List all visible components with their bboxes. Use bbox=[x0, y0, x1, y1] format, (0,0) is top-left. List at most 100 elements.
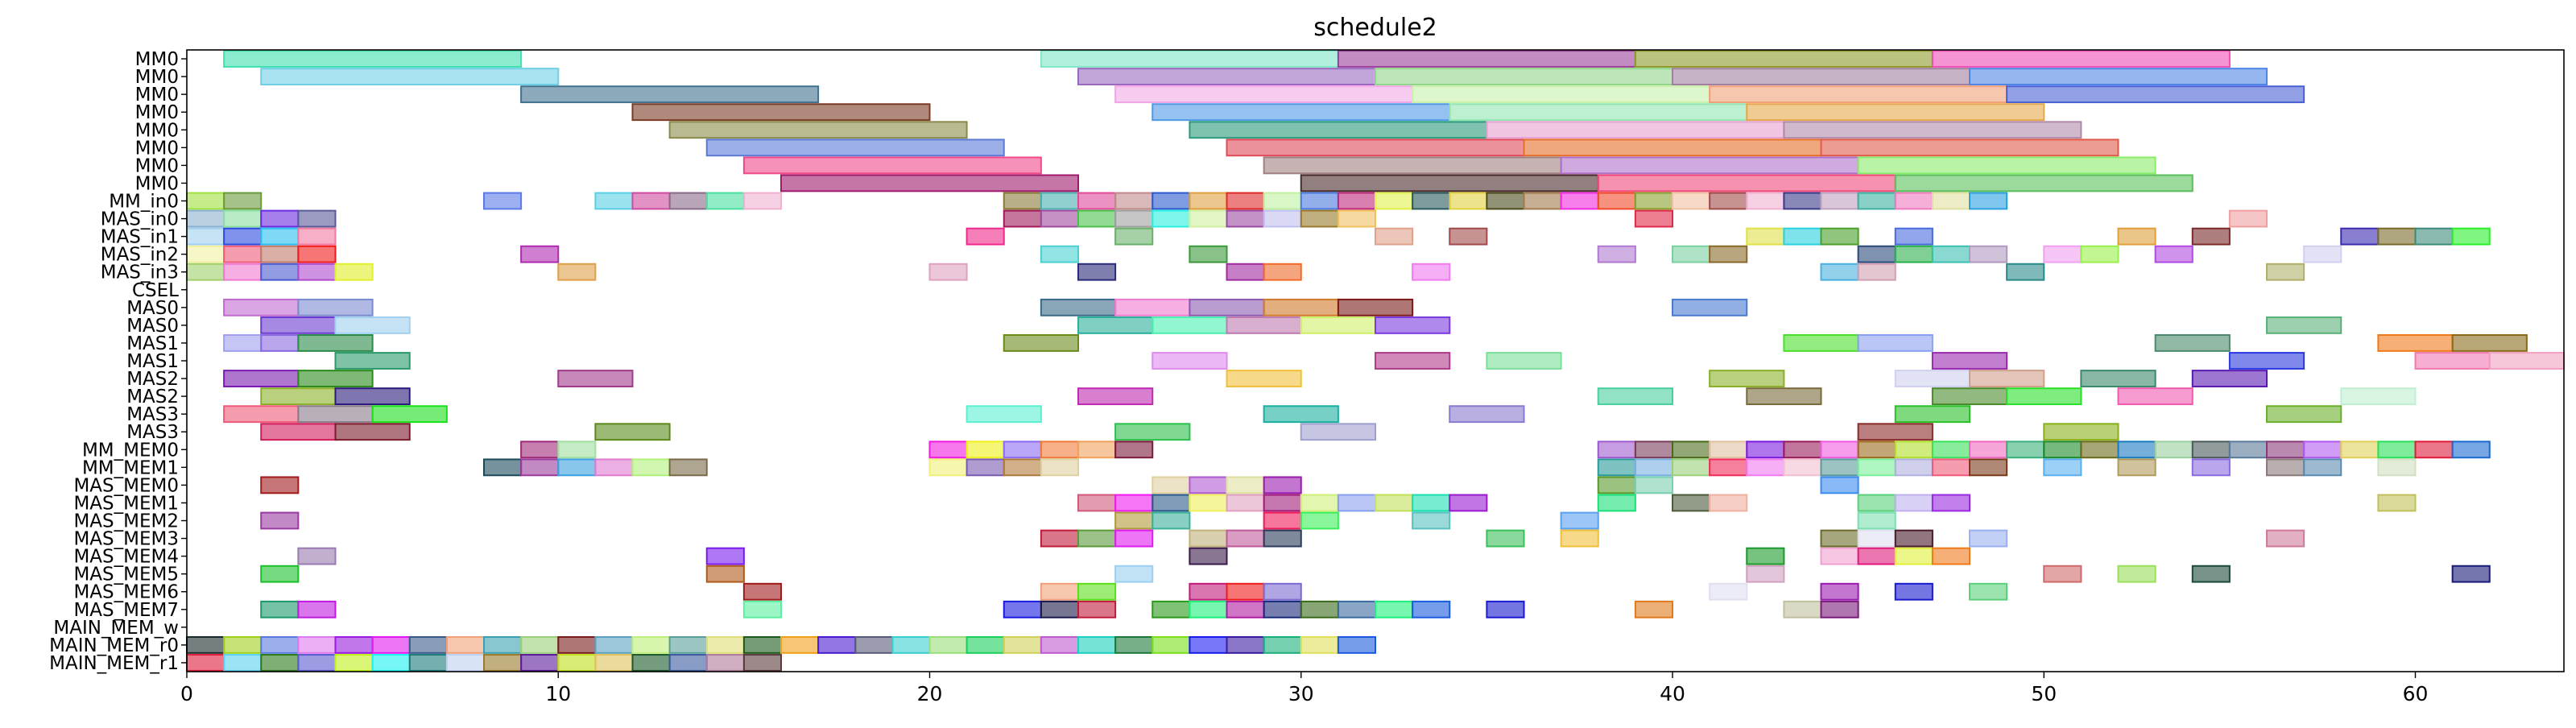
task-bar-72 bbox=[260, 209, 300, 228]
task-bar-312 bbox=[1746, 547, 1785, 565]
task-bar-264 bbox=[1189, 476, 1228, 494]
task-bar-219 bbox=[1894, 441, 1933, 459]
task-bar-210 bbox=[1114, 441, 1154, 459]
task-bar-283 bbox=[1709, 494, 1748, 512]
task-bar-76 bbox=[1077, 209, 1117, 228]
task-bar-125 bbox=[297, 263, 337, 281]
task-bar-118 bbox=[2043, 245, 2082, 263]
task-bar-267 bbox=[1597, 476, 1636, 494]
task-bar-362 bbox=[520, 635, 560, 654]
y-tick-label: MAS_MEM2 bbox=[73, 511, 179, 532]
task-bar-201 bbox=[1857, 423, 1933, 441]
task-bar-97 bbox=[1894, 227, 1933, 246]
task-bar-159 bbox=[2154, 334, 2231, 352]
y-tick-label: MM0 bbox=[135, 155, 179, 176]
task-bar-239 bbox=[631, 458, 671, 477]
task-bar-77 bbox=[1114, 209, 1154, 228]
task-bar-103 bbox=[2451, 227, 2491, 246]
task-bar-383 bbox=[1300, 635, 1339, 654]
task-bar-257 bbox=[2117, 458, 2156, 477]
task-bar-153 bbox=[223, 334, 263, 352]
task-bar-207 bbox=[1003, 441, 1042, 459]
task-bar-374 bbox=[965, 635, 1005, 654]
y-tick-label: MM_MEM1 bbox=[82, 457, 179, 478]
task-bar-135 bbox=[2006, 263, 2045, 281]
task-bar-1 bbox=[1040, 50, 1339, 68]
task-bar-89 bbox=[297, 227, 337, 246]
task-bar-335 bbox=[260, 600, 300, 618]
task-bar-28 bbox=[1263, 156, 1562, 175]
task-bar-265 bbox=[1226, 476, 1265, 494]
task-bar-392 bbox=[445, 654, 485, 672]
task-bar-297 bbox=[1077, 529, 1117, 548]
task-bar-157 bbox=[1783, 334, 1859, 352]
task-bar-230 bbox=[2303, 441, 2342, 459]
task-bar-381 bbox=[1226, 635, 1265, 654]
task-bar-134 bbox=[1857, 263, 1896, 281]
x-tick-label: 60 bbox=[2403, 682, 2429, 705]
task-bar-266 bbox=[1263, 476, 1302, 494]
task-bar-91 bbox=[1114, 227, 1154, 246]
task-bar-142 bbox=[1263, 298, 1339, 316]
task-bar-18 bbox=[1746, 103, 2045, 122]
task-bar-87 bbox=[223, 227, 263, 246]
task-bar-345 bbox=[1300, 600, 1339, 618]
task-bar-253 bbox=[1894, 458, 1933, 477]
task-bar-302 bbox=[1486, 529, 1525, 548]
task-bar-369 bbox=[780, 635, 820, 654]
task-bar-169 bbox=[2488, 352, 2565, 370]
task-bar-368 bbox=[742, 635, 782, 654]
task-bar-100 bbox=[2340, 227, 2380, 246]
task-bar-394 bbox=[520, 654, 560, 672]
task-bar-364 bbox=[594, 635, 634, 654]
task-bar-359 bbox=[408, 635, 448, 654]
task-bar-74 bbox=[1003, 209, 1042, 228]
task-bar-146 bbox=[334, 316, 411, 334]
task-bar-131 bbox=[1263, 263, 1302, 281]
task-bar-276 bbox=[1300, 494, 1339, 512]
task-bar-128 bbox=[928, 263, 968, 281]
task-bar-67 bbox=[1894, 192, 1933, 210]
task-bar-37 bbox=[483, 192, 523, 210]
task-bar-9 bbox=[1969, 68, 2268, 86]
task-bar-186 bbox=[2117, 387, 2194, 406]
task-bar-10 bbox=[520, 85, 820, 104]
y-axis-labels: MM0MM0MM0MM0MM0MM0MM0MM0MM_in0MAS_in0MAS… bbox=[49, 49, 187, 674]
task-bar-315 bbox=[1894, 547, 1933, 565]
task-bar-241 bbox=[928, 458, 968, 477]
x-tick-label: 0 bbox=[180, 682, 193, 705]
task-bar-287 bbox=[2377, 494, 2417, 512]
task-bar-379 bbox=[1152, 635, 1191, 654]
task-bar-93 bbox=[1449, 227, 1488, 246]
task-bar-204 bbox=[557, 441, 597, 459]
task-bar-232 bbox=[2377, 441, 2417, 459]
task-bar-332 bbox=[1820, 582, 1859, 601]
task-bar-130 bbox=[1226, 263, 1265, 281]
y-tick-label: MM0 bbox=[135, 138, 179, 159]
task-bar-163 bbox=[1152, 352, 1228, 370]
task-bar-7 bbox=[1375, 68, 1673, 86]
y-tick-label: MM_MEM0 bbox=[82, 440, 179, 461]
task-bar-188 bbox=[223, 405, 300, 424]
chart-title: schedule2 bbox=[1313, 14, 1437, 42]
task-bar-352 bbox=[1820, 600, 1859, 618]
task-bar-168 bbox=[2414, 352, 2491, 370]
task-bar-39 bbox=[631, 192, 671, 210]
task-bar-387 bbox=[260, 654, 300, 672]
task-bar-40 bbox=[668, 192, 708, 210]
task-bar-90 bbox=[965, 227, 1005, 246]
task-bar-281 bbox=[1597, 494, 1636, 512]
task-bar-132 bbox=[1412, 263, 1451, 281]
y-tick-label: MM0 bbox=[135, 173, 179, 194]
task-bar-34 bbox=[1894, 174, 2194, 192]
task-bar-278 bbox=[1375, 494, 1414, 512]
task-bar-260 bbox=[2303, 458, 2342, 477]
task-bar-62 bbox=[1709, 192, 1748, 210]
task-bar-196 bbox=[260, 423, 337, 441]
task-bar-36 bbox=[223, 192, 263, 210]
task-bar-299 bbox=[1189, 529, 1228, 548]
task-bar-78 bbox=[1152, 209, 1191, 228]
task-bar-313 bbox=[1820, 547, 1859, 565]
task-bar-286 bbox=[1931, 494, 1970, 512]
task-bar-279 bbox=[1412, 494, 1451, 512]
